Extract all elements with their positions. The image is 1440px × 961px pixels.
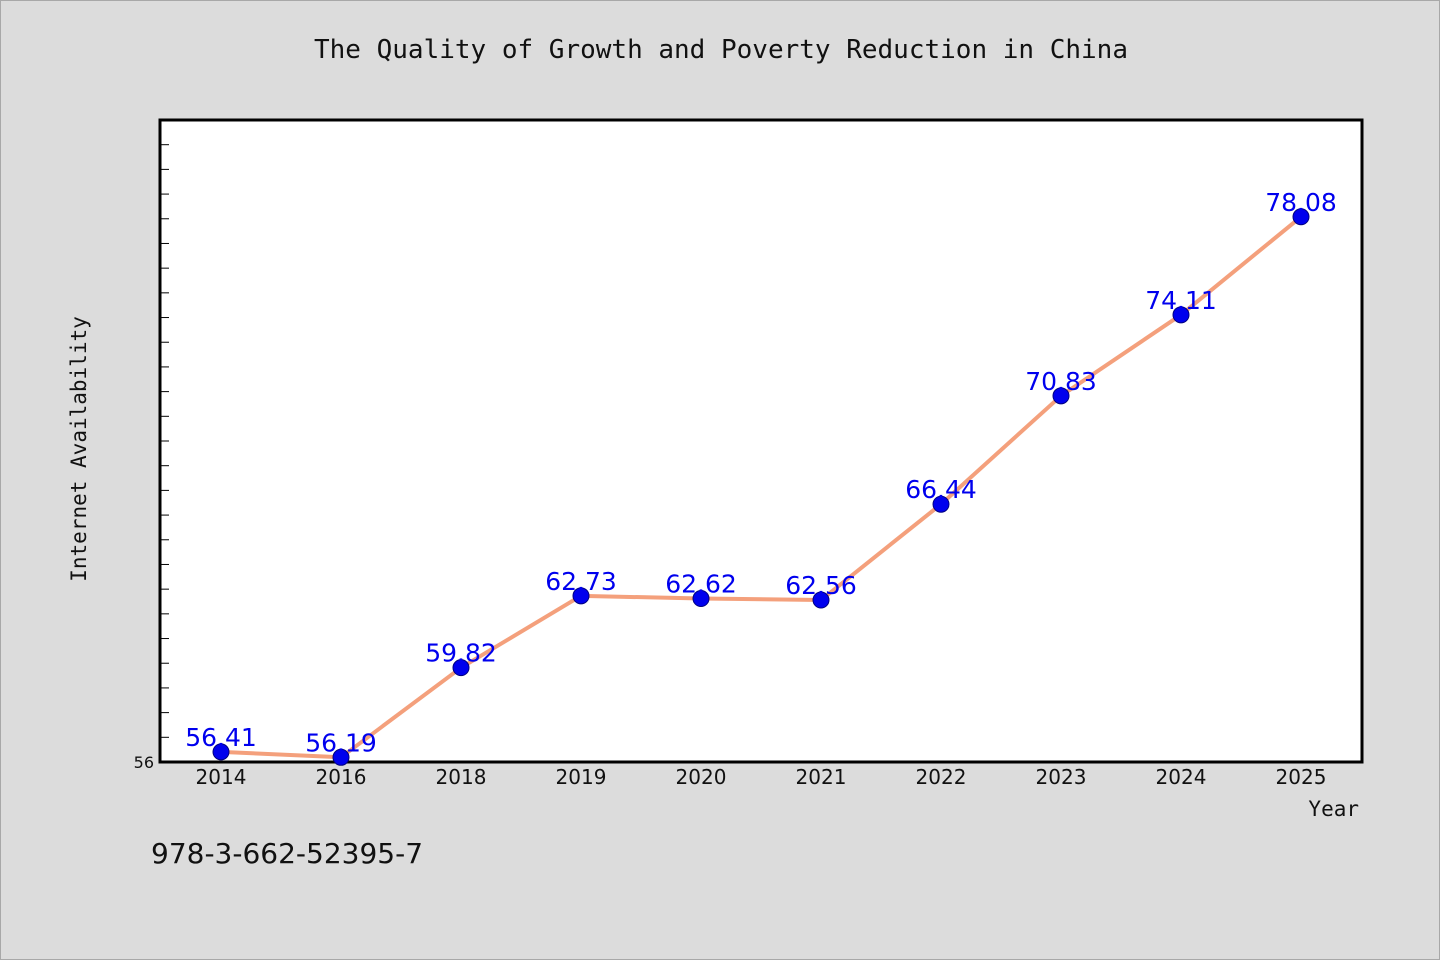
y-tick-label: 56 bbox=[134, 753, 154, 772]
x-tick-label: 2016 bbox=[316, 765, 367, 789]
x-axis-tick-labels: 2014 2016 2018 2019 2020 2021 2022 2023 2024 2025 bbox=[196, 765, 1327, 789]
plot-area bbox=[158, 118, 1364, 764]
data-label: 62.62 bbox=[665, 570, 737, 599]
data-markers bbox=[212, 208, 1310, 766]
data-labels: 56.41 56.19 59.82 62.73 62.62 62.56 66.44 70.83… bbox=[185, 188, 1337, 758]
data-point bbox=[1292, 208, 1310, 226]
x-tick-label: 2014 bbox=[196, 765, 247, 789]
x-tick-label: 2020 bbox=[676, 765, 727, 789]
footnote-isbn: 978-3-662-52395-7 bbox=[151, 837, 424, 870]
x-tick-label: 2018 bbox=[436, 765, 487, 789]
data-point bbox=[452, 659, 470, 677]
data-point bbox=[692, 590, 710, 608]
data-label: 62.56 bbox=[785, 571, 857, 600]
data-label: 56.41 bbox=[185, 723, 257, 752]
data-label: 66.44 bbox=[905, 475, 977, 504]
data-label: 70.83 bbox=[1025, 367, 1097, 396]
data-point bbox=[572, 587, 590, 605]
data-point bbox=[332, 748, 350, 766]
x-tick-label: 2025 bbox=[1276, 765, 1327, 789]
data-label: 78.08 bbox=[1265, 188, 1337, 217]
data-point bbox=[212, 743, 230, 761]
x-tick-label: 2023 bbox=[1036, 765, 1087, 789]
x-tick-label: 2019 bbox=[556, 765, 607, 789]
chart-title: The Quality of Growth and Poverty Reduct… bbox=[314, 35, 1128, 65]
x-tick-label: 2024 bbox=[1156, 765, 1207, 789]
data-point bbox=[932, 495, 950, 513]
data-label: 56.19 bbox=[305, 728, 377, 757]
data-point bbox=[812, 591, 830, 609]
data-label: 62.73 bbox=[545, 567, 617, 596]
data-label: 59.82 bbox=[425, 639, 497, 668]
x-tick-label: 2021 bbox=[796, 765, 847, 789]
data-point bbox=[1172, 306, 1190, 324]
x-tick-label: 2022 bbox=[916, 765, 967, 789]
series-line bbox=[219, 214, 1303, 760]
data-point bbox=[1052, 387, 1070, 405]
x-axis-label: Year bbox=[1308, 797, 1359, 821]
data-label: 74.11 bbox=[1145, 286, 1217, 315]
y-axis-ticks: 56 bbox=[134, 144, 169, 772]
